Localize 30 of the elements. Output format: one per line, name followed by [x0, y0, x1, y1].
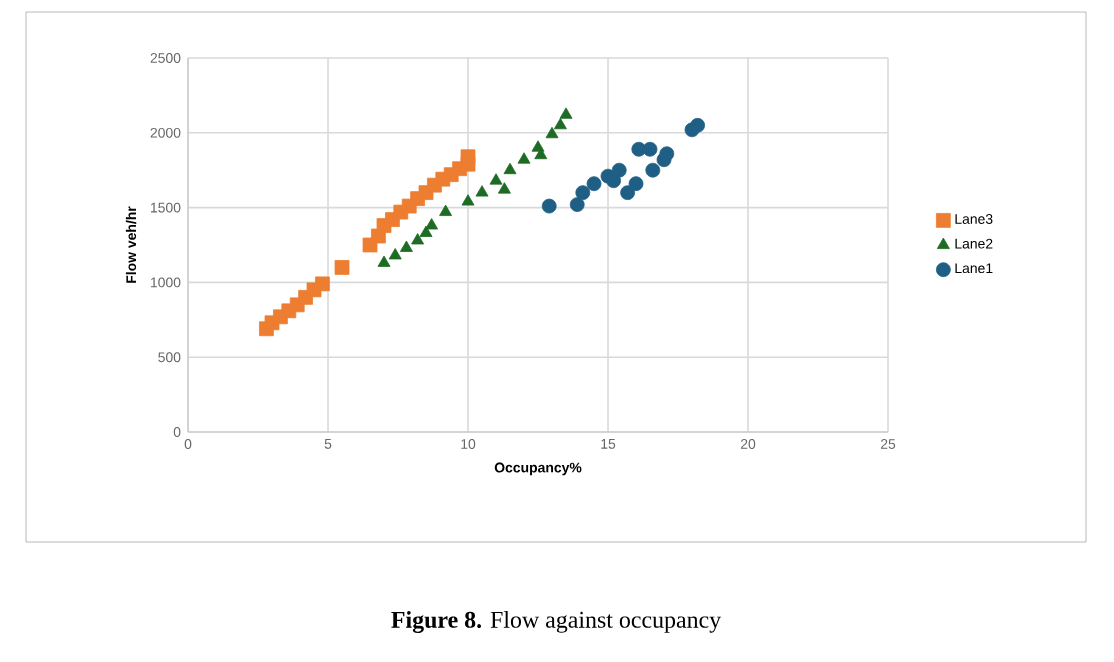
point — [497, 182, 511, 194]
point — [489, 173, 503, 185]
point — [559, 107, 573, 119]
point — [659, 146, 675, 162]
point — [425, 218, 439, 230]
point — [334, 260, 350, 275]
point — [377, 255, 391, 267]
point — [411, 233, 425, 245]
point — [645, 162, 661, 178]
point — [315, 276, 330, 292]
point — [388, 248, 402, 260]
point — [399, 240, 413, 252]
point — [545, 126, 559, 139]
point — [553, 117, 567, 130]
point — [475, 185, 489, 197]
point — [642, 141, 658, 157]
point — [575, 185, 591, 201]
point — [690, 117, 705, 133]
point — [611, 162, 627, 178]
point — [517, 152, 531, 164]
point — [541, 198, 557, 214]
point — [460, 156, 476, 172]
point — [569, 197, 585, 212]
text: Figure 8. Flow against occupancy — [391, 611, 722, 633]
point — [503, 162, 517, 175]
point — [628, 176, 644, 192]
point — [620, 185, 635, 201]
point — [439, 204, 453, 216]
point — [586, 176, 602, 192]
point — [461, 194, 475, 206]
